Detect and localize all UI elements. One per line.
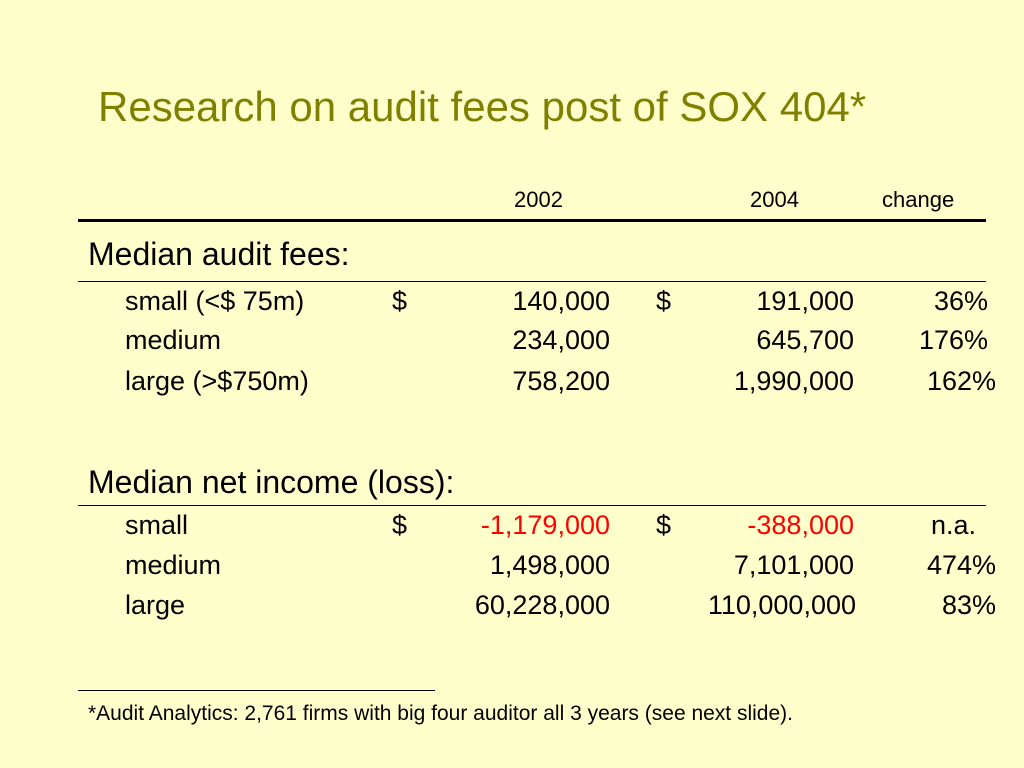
- section-title-net-income: Median net income (loss):: [88, 464, 455, 500]
- value-2002: 234,000: [512, 325, 610, 355]
- section-title-audit-fees: Median audit fees:: [88, 236, 350, 272]
- value-change: 176%: [918, 325, 988, 355]
- footnote-rule: [78, 690, 435, 691]
- value-change: 36%: [933, 286, 988, 316]
- section-rule-net-income: [78, 505, 986, 506]
- currency-symbol: $: [656, 286, 672, 316]
- currency-symbol: $: [656, 510, 672, 540]
- value-2004: 1,990,000: [733, 366, 854, 396]
- value-2002-negative: -1,179,000: [480, 510, 610, 540]
- value-2004: 645,700: [756, 325, 854, 355]
- section-rule-audit-fees: [78, 281, 986, 282]
- column-header-2002: 2002: [514, 187, 563, 212]
- table-row: large 60,228,000 110,000,000 83%: [0, 590, 1024, 630]
- row-label: medium: [125, 325, 222, 355]
- table-row: large (>$750m) 758,200 1,990,000 162%: [0, 366, 1024, 406]
- value-2002: 140,000: [512, 286, 610, 316]
- value-change: 474%: [926, 550, 996, 580]
- table-row: medium 234,000 645,700 176%: [0, 325, 1024, 365]
- value-change: 162%: [926, 366, 996, 396]
- row-label: small (<$ 75m): [125, 286, 305, 316]
- value-2002: 758,200: [512, 366, 610, 396]
- table-row: small $ -1,179,000 $ -388,000 n.a.: [0, 510, 1024, 550]
- row-label: large (>$750m): [125, 366, 309, 396]
- value-2002: 60,228,000: [474, 590, 610, 620]
- value-2004: 7,101,000: [733, 550, 854, 580]
- value-2004: 191,000: [756, 286, 854, 316]
- value-2002: 1,498,000: [489, 550, 610, 580]
- value-2004: 110,000,000: [707, 590, 856, 620]
- column-header-change: change: [882, 187, 955, 212]
- currency-symbol: $: [392, 510, 408, 540]
- table-row: small (<$ 75m) $ 140,000 $ 191,000 36%: [0, 286, 1024, 326]
- row-label: large: [125, 590, 186, 620]
- header-rule: [78, 219, 986, 222]
- slide-title: Research on audit fees post of SOX 404*: [98, 83, 867, 130]
- row-label: medium: [125, 550, 222, 580]
- footnote: *Audit Analytics: 2,761 firms with big f…: [88, 702, 793, 725]
- currency-symbol: $: [392, 286, 408, 316]
- value-change: 83%: [941, 590, 996, 620]
- table-row: medium 1,498,000 7,101,000 474%: [0, 550, 1024, 590]
- column-header-2004: 2004: [750, 187, 799, 212]
- row-label: small: [125, 510, 189, 540]
- value-2004-negative: -388,000: [747, 510, 854, 540]
- value-change: n.a.: [930, 510, 976, 540]
